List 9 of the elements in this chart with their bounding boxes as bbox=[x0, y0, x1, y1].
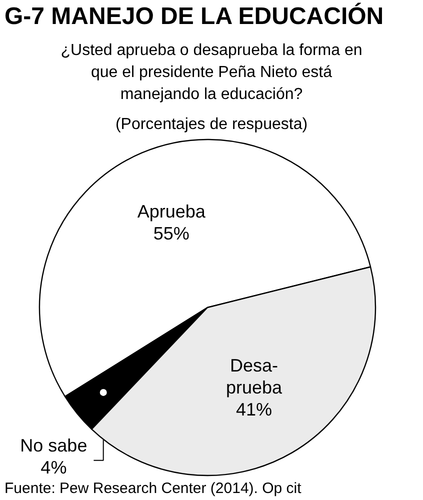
source-note: Fuente: Pew Research Center (2014). Op cit bbox=[4, 480, 302, 497]
chart-subtitle: ¿Usted aprueba o desaprueba la forma en que el presidente Peña Nieto está manejando la educación? (Porcentajes de respuesta) bbox=[60, 42, 362, 133]
slice-label: Desa- prueba bbox=[226, 355, 283, 398]
slice-label: No sabe bbox=[20, 435, 88, 456]
chart-title: G-7 MANEJO DE LA EDUCACIÓN bbox=[4, 2, 384, 30]
slice-label: Aprueba bbox=[137, 201, 206, 222]
data-label: 4% bbox=[40, 457, 67, 478]
data-label: 55% bbox=[153, 223, 190, 244]
data-label: 41% bbox=[236, 399, 272, 420]
